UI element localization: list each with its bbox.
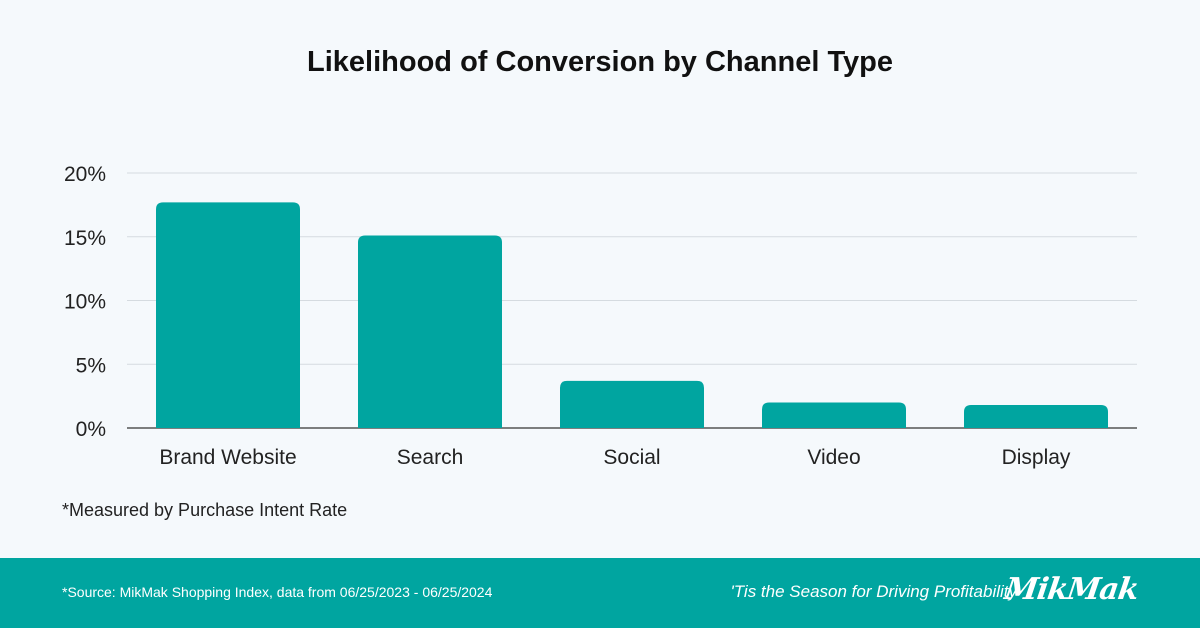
bar-chart: 0% 5% 10% 15% 20% Brand Website Search Social Vi… xyxy=(64,163,1137,469)
x-tick-label: Brand Website xyxy=(159,446,296,469)
y-tick-label: 0% xyxy=(76,418,106,441)
measurement-note: *Measured by Purchase Intent Rate xyxy=(62,500,348,520)
footer-bar: *Source: MikMak Shopping Index, data fro… xyxy=(0,558,1200,628)
chart-title: Likelihood of Conversion by Channel Type xyxy=(307,46,893,78)
x-tick-label: Social xyxy=(603,446,660,469)
x-tick-label: Display xyxy=(1002,446,1071,469)
bar-search xyxy=(358,235,502,428)
x-tick-label: Search xyxy=(397,446,464,469)
source-text: *Source: MikMak Shopping Index, data fro… xyxy=(62,584,493,600)
y-tick-label: 20% xyxy=(64,163,106,186)
bar-social xyxy=(560,380,704,428)
y-tick-label: 5% xyxy=(76,354,106,377)
y-tick-label: 15% xyxy=(64,227,106,250)
y-tick-label: 10% xyxy=(64,291,106,314)
x-tick-label: Video xyxy=(807,446,860,469)
bar-video xyxy=(762,402,906,428)
bar-brand-website xyxy=(156,202,300,428)
bar-display xyxy=(964,405,1108,428)
tagline-text: 'Tis the Season for Driving Profitabilit… xyxy=(730,582,1017,601)
mikmak-logo: MikMak xyxy=(1002,572,1141,607)
